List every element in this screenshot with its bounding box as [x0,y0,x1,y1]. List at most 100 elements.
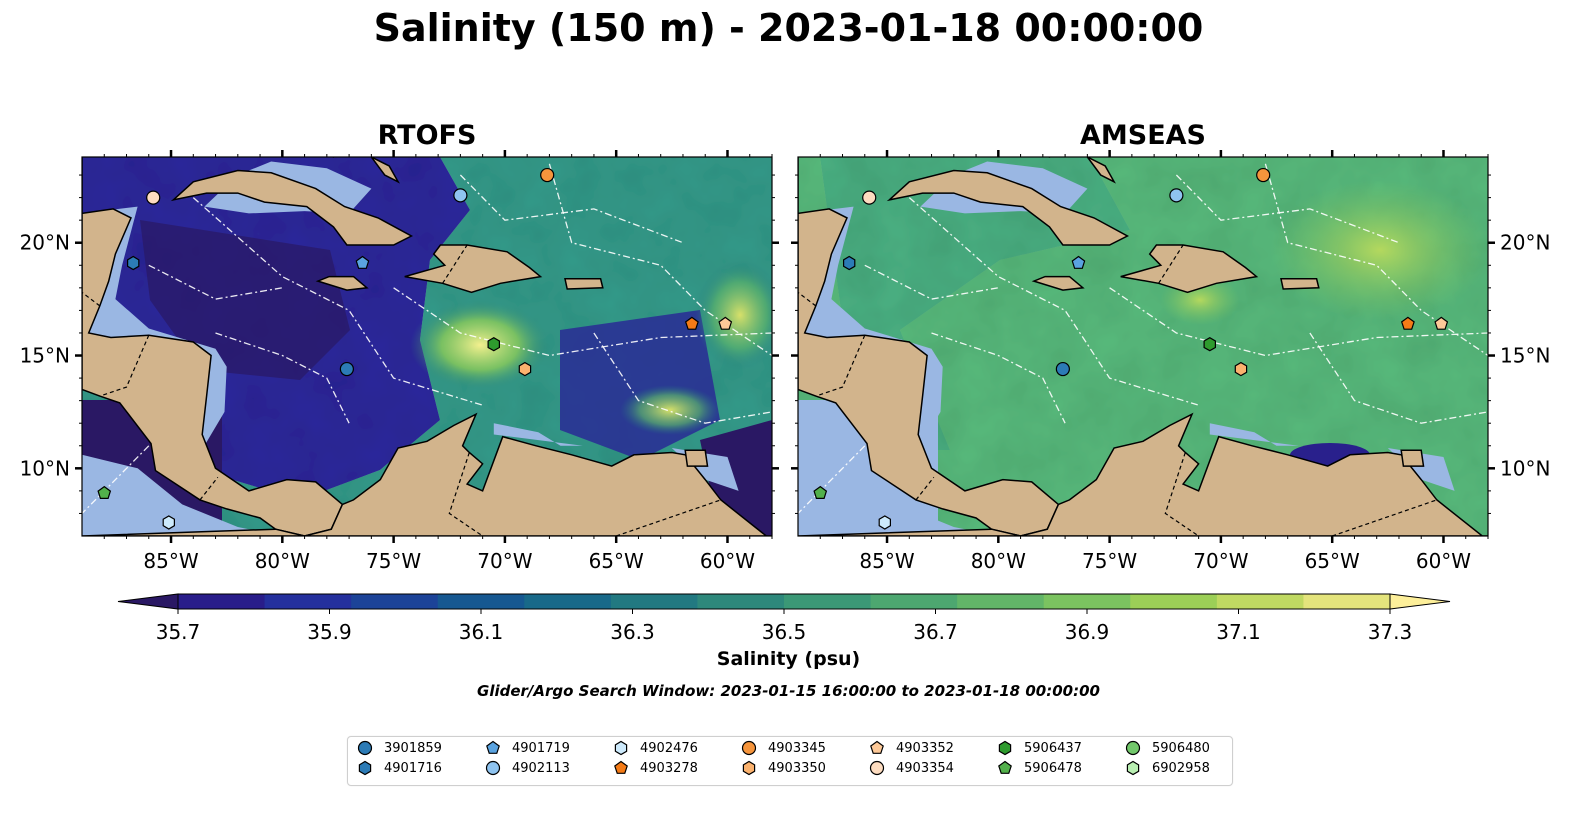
land-mass [1031,275,1085,291]
legend-label: 4903345 [768,740,826,756]
float-marker-4902476 [162,515,175,530]
legend-label: 4902476 [640,740,698,756]
country-border [915,476,935,501]
legend-item-4902476: 4902476 [612,738,698,758]
float-marker-4903345 [741,740,757,756]
country-border [199,476,219,501]
colorbar-tick-label: 37.1 [1216,620,1261,644]
eez-boundary [215,332,350,424]
float-marker-4902113 [1169,188,1184,203]
longitude-label: 60°W [700,549,755,573]
eez-boundary [593,332,772,424]
float-marker-4903278 [1400,316,1415,330]
longitude-label: 60°W [1416,549,1471,573]
shelf-area [798,454,999,536]
legend-item-4901719: 4901719 [484,738,570,758]
legend-label: 4901716 [384,760,442,776]
country-border [1158,244,1184,284]
longitude-label: 85°W [143,549,198,573]
float-marker-4903350 [518,361,532,377]
float-marker-4902113 [453,188,468,203]
shelf-area [493,423,583,446]
legend-label: 4901719 [512,740,570,756]
float-marker-3901859 [357,740,373,756]
float-marker-5906480 [1125,740,1141,756]
map-frame [797,156,1489,537]
land-mass [1400,449,1425,467]
eez-boundary [459,174,684,244]
float-marker-4901716 [842,255,856,271]
float-marker-4903354 [146,190,161,205]
float-marker-4903354 [862,190,877,205]
legend-marker-icon [870,740,884,754]
colorbar-tick-label: 35.9 [307,620,352,644]
legend-item-5906478: 5906478 [996,758,1082,778]
longitude-label: 75°W [366,549,421,573]
legend-item-4901716: 4901716 [356,758,442,778]
map-frame [81,156,773,537]
colorbar-tick-label: 36.1 [459,620,504,644]
latitude-label: 20°N [20,231,70,255]
float-marker-4903352 [870,740,884,754]
legend-marker-icon [742,760,756,776]
float-marker-5906478 [813,485,828,499]
longitude-label: 75°W [1082,549,1137,573]
colorbar-extend-low [117,593,179,610]
longitude-label: 65°W [589,549,644,573]
legend-label: 5906478 [1024,760,1082,776]
colorbar-segment [178,594,266,609]
longitude-label: 65°W [1305,549,1360,573]
float-legend: 3901859 4901716 4901719 4902113 4902476 49032… [347,736,1233,786]
country-border [1164,452,1199,536]
land-mass [1120,244,1259,294]
latitude-label: 10°N [1500,456,1550,480]
float-marker-5906478 [998,760,1012,774]
land-mass [1280,278,1320,290]
colorbar-segment [784,594,872,609]
float-marker-4901716 [358,760,372,776]
country-border [448,452,483,536]
legend-label: 4903278 [640,760,698,776]
land-mass [82,412,772,536]
shelf-area [798,206,943,446]
legend-item-5906437: 5906437 [996,738,1082,758]
legend-marker-icon [1125,740,1141,756]
longitude-label: 85°W [859,549,914,573]
land-mass [370,157,400,184]
colorbar-segment [524,594,612,609]
float-marker-4901719 [355,255,370,269]
land-mass [684,449,709,467]
shelf-area [82,454,283,536]
legend-marker-icon [869,760,885,776]
colorbar-segment [610,594,698,609]
colorbar-title: Salinity (psu) [716,648,861,670]
colorbar-segment [870,594,958,609]
float-marker-4903345 [1256,167,1271,183]
map-amseas [798,157,1488,536]
legend-label: 5906437 [1024,740,1082,756]
float-markers [97,167,1449,530]
legend-item-4903350: 4903350 [740,758,826,778]
land-mass [170,169,414,246]
land-mass [315,275,369,291]
land-mass [564,278,604,290]
legend-label: 4902113 [512,760,570,776]
colorbar-tick-label: 36.3 [610,620,655,644]
colorbar-tick-label: 36.9 [1065,620,1110,644]
latitude-label: 10°N [20,456,70,480]
legend-item-3901859: 3901859 [356,738,442,758]
float-marker-3901859 [339,361,354,377]
colorbar-extend-high [1389,593,1451,610]
float-marker-4903350 [1234,361,1248,377]
legend-item-5906480: 5906480 [1124,738,1210,758]
land-mass [798,412,1488,536]
longitude-label: 80°W [971,549,1026,573]
legend-marker-icon [998,740,1012,756]
legend-marker-icon [358,760,372,776]
country-border [82,291,101,307]
land-mass [329,157,335,158]
legend-marker-icon [1126,760,1140,776]
legend-label: 3901859 [384,740,442,756]
low-salinity-core [140,220,350,380]
